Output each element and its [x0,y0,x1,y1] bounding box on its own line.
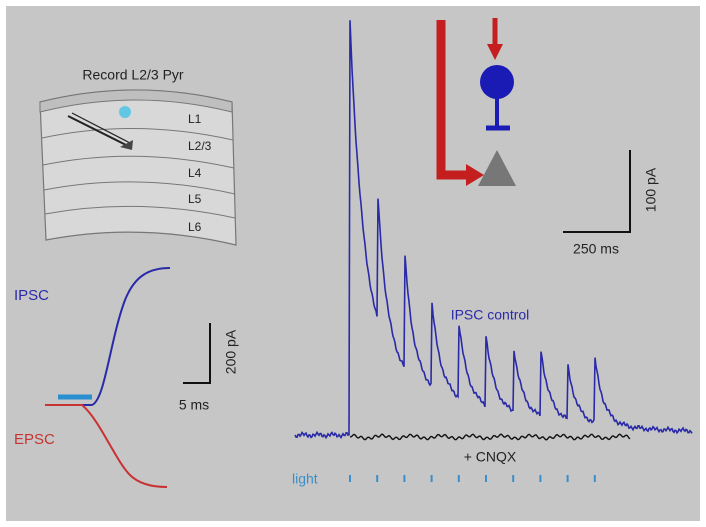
schematic-title: Record L2/3 Pyr [82,67,183,83]
control-label: IPSC control [451,307,530,323]
ipsc-trace [45,267,171,406]
layer-label: L2/3 [188,139,212,153]
layer-label: L4 [188,166,202,180]
cortex-slab [39,89,237,246]
circuit-diagram [436,18,516,186]
cnqx-label: + CNQX [464,449,517,465]
scale-label: 200 pA [223,329,239,374]
ipsc-label: IPSC [14,287,49,304]
ipsc-control-trace [294,20,693,440]
epsc-trace [45,404,168,488]
scale-label: 5 ms [179,397,209,413]
layer-label: L6 [188,220,202,234]
scale-bar [183,323,211,384]
light-label: light [292,471,318,487]
scale-bar [563,150,631,233]
epsc-label: EPSC [14,431,55,448]
layer-label: L5 [188,192,202,206]
trace-group [294,20,693,482]
cnqx-trace [349,433,631,441]
scale-label: 100 pA [643,167,659,212]
scale-label: 250 ms [573,241,619,257]
layer-label: L1 [188,112,202,126]
